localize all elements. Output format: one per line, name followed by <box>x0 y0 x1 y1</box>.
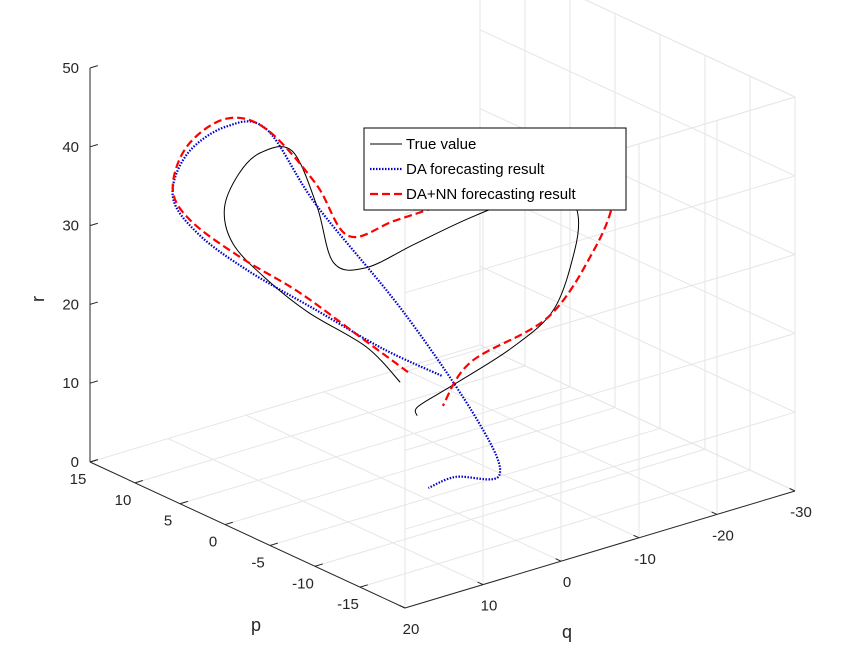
x-tick-label: 0 <box>563 574 571 591</box>
grid-line <box>314 448 706 567</box>
grid-line <box>479 29 796 177</box>
x-axis-label: q <box>562 622 572 642</box>
legend-label-1: True value <box>406 136 476 153</box>
grid-line <box>404 332 796 451</box>
grid-line <box>584 0 796 98</box>
grid-line <box>404 411 796 530</box>
y-tick-mark <box>359 584 368 588</box>
z-tick-label: 40 <box>62 139 79 156</box>
axes <box>89 65 796 609</box>
grid-line <box>584 0 796 98</box>
grid-line <box>479 186 796 334</box>
grid-lines <box>89 0 796 609</box>
x-tick-mark <box>477 581 484 586</box>
y-tick-label: 5 <box>164 513 172 530</box>
grid-line <box>401 367 718 515</box>
grid-line <box>404 175 796 294</box>
z-tick-mark <box>89 222 98 227</box>
x-tick-label: 20 <box>403 621 420 638</box>
z-tick-mark <box>89 459 98 463</box>
legend-label-3: DA+NN forecasting result <box>406 186 576 203</box>
grid-line <box>479 265 796 413</box>
x-tick-mark <box>789 488 796 492</box>
y-tick-mark <box>314 563 323 567</box>
z-tick-label: 30 <box>62 218 79 235</box>
legend: True value DA forecasting result DA+NN for… <box>363 127 627 211</box>
series-lines <box>171 116 616 490</box>
grid-line <box>245 414 562 562</box>
x-tick-mark <box>399 605 406 609</box>
series-line-3 <box>171 116 616 407</box>
y-tick-mark <box>224 521 233 526</box>
grid-line <box>179 386 571 505</box>
grid-line <box>134 365 526 484</box>
grid-line <box>269 427 661 546</box>
y-tick-label: 0 <box>209 534 217 551</box>
grid-line <box>89 344 481 463</box>
x-tick-mark <box>711 511 718 515</box>
z-tick-mark <box>89 380 98 384</box>
y-tick-label: -15 <box>337 596 359 613</box>
legend-label-2: DA forecasting result <box>406 161 545 178</box>
y-tick-label: -10 <box>292 575 314 592</box>
grid-line <box>404 254 796 373</box>
z-tick-label: 20 <box>62 296 79 313</box>
grid-line <box>323 391 640 539</box>
y-tick-mark <box>269 542 278 546</box>
y-tick-label: 10 <box>115 492 132 509</box>
y-tick-mark <box>179 500 188 505</box>
z-axis-label: r <box>28 296 48 302</box>
z-tick-label: 10 <box>62 375 79 392</box>
y-axis-label: p <box>251 615 261 635</box>
grid-line <box>479 344 796 492</box>
grid-line <box>224 407 616 526</box>
y-tick-mark <box>134 480 143 484</box>
legend-box <box>363 127 627 211</box>
y-tick-label: 15 <box>70 471 87 488</box>
grid-line <box>359 469 751 588</box>
x-tick-mark <box>555 558 562 562</box>
y-tick-label: -5 <box>251 554 264 571</box>
x-tick-label: -30 <box>790 504 812 521</box>
x-tick-label: 10 <box>481 598 498 615</box>
z-tick-label: 50 <box>62 60 79 77</box>
series-line-1 <box>223 146 580 416</box>
z-tick-label: 0 <box>71 454 79 471</box>
x-tick-label: -10 <box>634 551 656 568</box>
z-tick-mark <box>89 143 98 148</box>
z-tick-mark <box>89 65 98 69</box>
series-line-2 <box>171 120 502 490</box>
x-tick-label: -20 <box>712 527 734 544</box>
x-tick-mark <box>633 534 640 539</box>
grid-line <box>167 438 484 586</box>
x-axis-line <box>404 490 796 609</box>
z-tick-mark <box>89 301 98 305</box>
y-axis-line <box>89 461 406 609</box>
